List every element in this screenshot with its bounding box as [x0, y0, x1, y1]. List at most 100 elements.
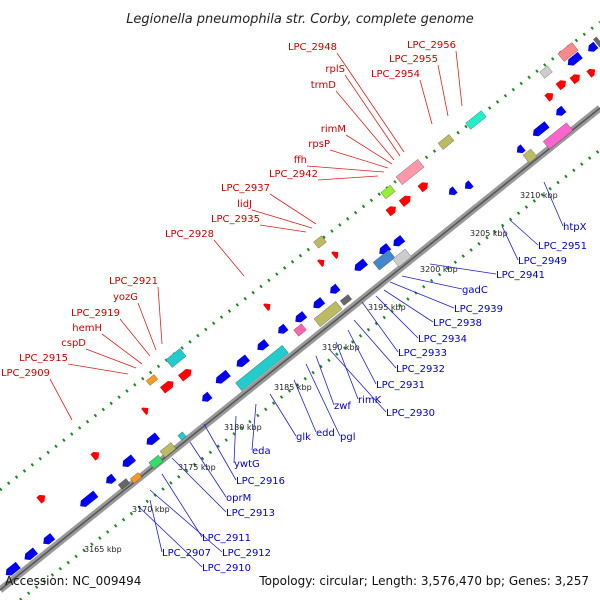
forward-gene-label: LPC_2954: [371, 69, 420, 80]
forward-gene-label: LPC_2948: [288, 42, 337, 53]
reverse-gene-label: LPC_2933: [398, 348, 447, 359]
gene-block: [542, 122, 574, 150]
reverse-gene-arrow: [330, 283, 341, 294]
reverse-label-leader: [269, 393, 297, 437]
gene-block: [293, 323, 307, 337]
accession-text: Accession: NC_009494: [5, 574, 141, 588]
reverse-label-leader: [203, 423, 237, 481]
forward-gene-arrow: [555, 80, 566, 91]
reverse-gene-label: zwf: [334, 401, 351, 412]
reverse-gene-arrow: [202, 391, 213, 402]
reverse-gene-label: oprM: [226, 493, 251, 504]
forward-gene-label: LPC_2935: [211, 214, 260, 225]
gene-block: [395, 159, 425, 185]
reverse-gene-label: LPC_2938: [433, 318, 482, 329]
kbp-tick-label: 3195 kbp: [368, 303, 406, 312]
forward-label-leader: [306, 165, 385, 173]
forward-gene-label: LPC_2955: [389, 54, 438, 65]
reverse-gene-label: pgl: [340, 432, 355, 443]
reverse-gene-arrow: [354, 258, 368, 271]
label-leaders: [49, 50, 564, 568]
reverse-gene-label: rimK: [358, 395, 382, 406]
kbp-tick-label: 3200 kbp: [420, 265, 458, 274]
gene-block: [465, 110, 487, 130]
gene-block: [118, 478, 130, 490]
reverse-label-leader: [375, 295, 419, 339]
forward-label-leader: [67, 363, 129, 375]
forward-gene-label: LPC_2915: [19, 353, 68, 364]
reverse-gene-arrow: [43, 533, 56, 545]
reverse-gene-label: LPC_2949: [518, 256, 567, 267]
gene-block: [165, 348, 187, 368]
reverse-gene-arrow: [393, 235, 406, 247]
reverse-label-leader: [171, 457, 227, 513]
forward-gene-label: LPC_2937: [221, 183, 270, 194]
forward-gene-label: ffh: [294, 155, 307, 166]
reverse-gene-label: ywtG: [234, 459, 260, 470]
forward-label-leader: [335, 90, 395, 161]
reverse-gene-label: LPC_2930: [386, 408, 435, 419]
reverse-gene-arrow: [278, 323, 289, 334]
reverse-gene-label: htpX: [563, 222, 587, 233]
forward-gene-arrow: [544, 92, 554, 102]
reverse-label-leader: [429, 263, 497, 275]
forward-gene-label: LPC_2921: [109, 276, 158, 287]
reverse-gene-label: glk: [296, 432, 311, 443]
reverse-label-leader: [509, 219, 539, 246]
inner-dotted-guide: [19, 148, 600, 600]
forward-label-leader: [269, 193, 317, 225]
gene-block: [130, 472, 142, 484]
reverse-gene-label: LPC_2912: [222, 548, 271, 559]
reverse-gene-arrow: [588, 41, 599, 52]
kbp-tick-label: 3175 kbp: [178, 463, 216, 472]
summary-text: Topology: circular; Length: 3,576,470 bp…: [258, 574, 589, 588]
gene-block: [159, 442, 177, 458]
reverse-gene-label: LPC_2939: [454, 304, 503, 315]
gene-block: [557, 42, 579, 62]
forward-gene-label: LPC_2956: [407, 40, 456, 51]
kbp-tick-label: 3170 kbp: [132, 505, 170, 514]
gene-block: [146, 374, 158, 386]
forward-label-leader: [213, 239, 245, 277]
forward-label-leader: [336, 52, 405, 153]
map-title: Legionella pneumophila str. Corby, compl…: [126, 12, 474, 27]
gene-features: [5, 36, 600, 576]
forward-gene-label: LPC_2919: [71, 308, 120, 319]
reverse-label-leader: [137, 505, 203, 568]
gene-block: [380, 184, 396, 200]
gene-labels: LPC_2956 LPC_2955 LPC_2954 LPC_2948 rplS trmD…: [1, 40, 587, 574]
kbp-tick-label: 3205 kbp: [470, 229, 508, 238]
reverse-label-leader: [293, 379, 317, 433]
reverse-gene-label: LPC_2916: [236, 476, 285, 487]
forward-gene-arrow: [417, 182, 428, 193]
forward-gene-label: rplS: [325, 64, 345, 75]
reverse-gene-arrow: [5, 561, 21, 576]
forward-gene-label: cspD: [61, 338, 86, 349]
forward-label-leader: [437, 64, 449, 117]
reverse-label-leader: [501, 225, 519, 261]
reverse-label-leader: [543, 181, 564, 227]
forward-label-leader: [251, 209, 313, 229]
kbp-ticks: 3165 kbp 3170 kbp 3175 kbp 3180 kbp 3185 kbp…: [84, 191, 558, 554]
reverse-gene-label: LPC_2932: [396, 364, 445, 375]
reverse-gene-arrow: [106, 473, 117, 484]
reverse-label-leader: [305, 363, 341, 437]
forward-gene-label: rimM: [321, 124, 346, 135]
gene-block: [313, 235, 327, 249]
gene-block: [392, 248, 412, 268]
forward-label-leader: [157, 286, 163, 345]
kbp-tick-label: 3185 kbp: [274, 383, 312, 392]
forward-label-leader: [344, 74, 401, 157]
reverse-gene-label: LPC_2931: [376, 380, 425, 391]
reverse-label-leader: [233, 415, 237, 464]
reverse-gene-arrow: [295, 311, 308, 323]
gene-block: [313, 301, 343, 327]
reverse-label-leader: [161, 473, 203, 538]
reverse-label-leader: [149, 499, 163, 553]
forward-gene-label: hemH: [72, 323, 102, 334]
reverse-label-leader: [335, 341, 359, 400]
reverse-gene-arrow: [448, 186, 458, 196]
reverse-gene-arrow: [215, 369, 231, 384]
reverse-label-leader: [329, 349, 387, 413]
reverse-gene-arrow: [532, 121, 550, 137]
